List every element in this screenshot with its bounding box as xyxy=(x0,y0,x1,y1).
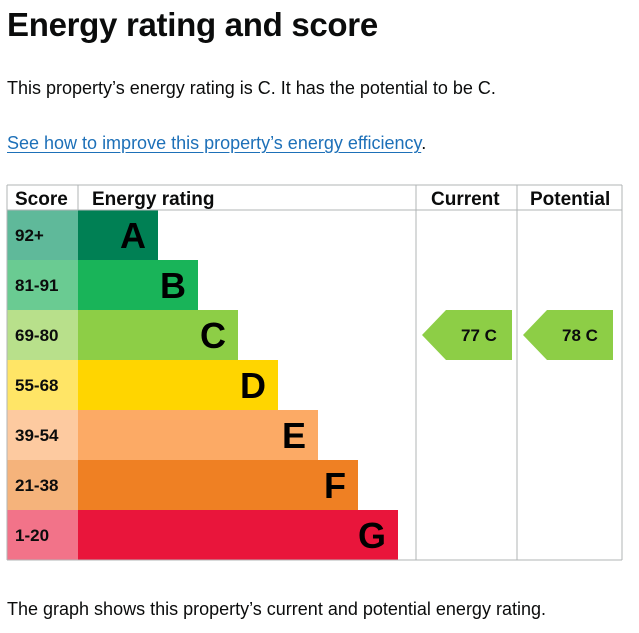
current-rating-label: 77 C xyxy=(461,326,497,345)
score-range-label: 21-38 xyxy=(15,476,58,495)
column-header: Score xyxy=(15,189,68,210)
band-letter: F xyxy=(324,465,346,506)
score-cell xyxy=(7,210,78,260)
band-letter: A xyxy=(120,215,146,256)
band-letter: G xyxy=(358,515,386,556)
score-range-label: 55-68 xyxy=(15,376,58,395)
rating-bar-a xyxy=(78,210,158,260)
improve-link-paragraph: See how to improve this property’s energ… xyxy=(7,132,426,154)
band-letter: E xyxy=(282,415,306,456)
rating-bands: 92+ A 81-91 B 69-80 C 55-68 D 39-54 E 21-38 F 1-20 G xyxy=(7,210,398,560)
column-header: Current xyxy=(431,189,500,210)
score-cell xyxy=(7,460,78,510)
column-header: Energy rating xyxy=(92,189,214,210)
column-header: Potential xyxy=(530,189,610,210)
improve-efficiency-link[interactable]: See how to improve this property’s energ… xyxy=(7,133,422,153)
chart-headers: Score Energy rating Current Potential xyxy=(15,189,610,210)
score-range-label: 92+ xyxy=(15,226,44,245)
link-suffix: . xyxy=(421,133,427,153)
band-letter: D xyxy=(240,365,266,406)
page-title: Energy rating and score xyxy=(7,6,378,43)
band-letter: C xyxy=(200,315,226,356)
band-letter: B xyxy=(160,265,186,306)
current-rating-arrow xyxy=(422,310,512,360)
rating-pointers: 77 C 78 C xyxy=(422,310,613,360)
rating-bar-g xyxy=(78,510,398,560)
chart-grid xyxy=(6,184,623,561)
score-cell xyxy=(7,260,78,310)
score-cell xyxy=(7,310,78,360)
score-range-label: 81-91 xyxy=(15,276,58,295)
rating-summary: This property’s energy rating is C. It h… xyxy=(7,78,496,98)
potential-rating-arrow xyxy=(523,310,613,360)
rating-bar-e xyxy=(78,410,318,460)
rating-bar-d xyxy=(78,360,278,410)
score-range-label: 69-80 xyxy=(15,326,58,345)
score-range-label: 39-54 xyxy=(15,426,59,445)
rating-bar-c xyxy=(78,310,238,360)
score-cell xyxy=(7,410,78,460)
potential-rating-label: 78 C xyxy=(562,326,598,345)
score-cell xyxy=(7,360,78,410)
score-range-label: 1-20 xyxy=(15,526,49,545)
score-cell xyxy=(7,510,78,560)
chart-caption: The graph shows this property’s current … xyxy=(7,599,546,619)
rating-bar-b xyxy=(78,260,198,310)
rating-bar-f xyxy=(78,460,358,510)
